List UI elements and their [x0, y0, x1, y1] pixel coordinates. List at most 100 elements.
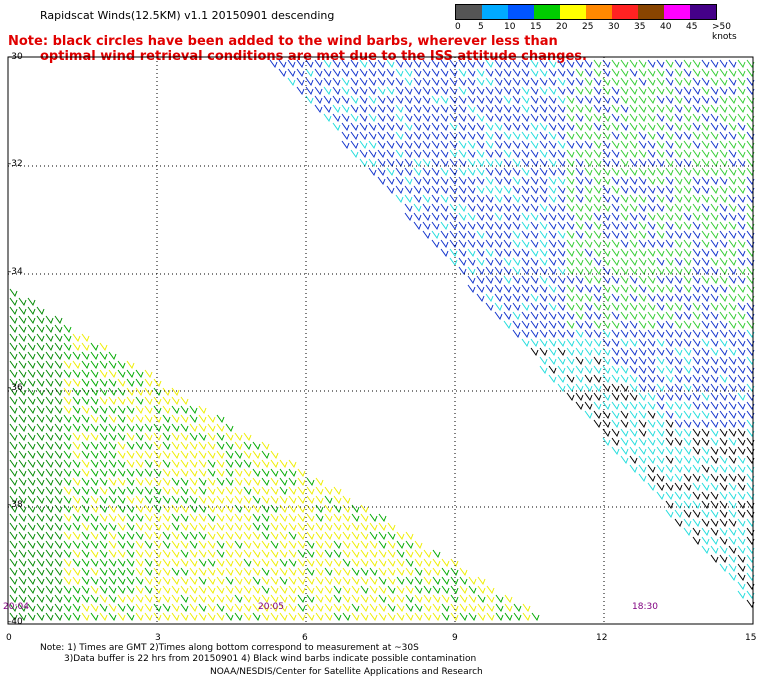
wind-barb [495, 594, 504, 604]
wind-barb [126, 495, 135, 505]
wind-barb [243, 468, 252, 478]
wind-barb [404, 131, 413, 141]
wind-barb [710, 356, 719, 366]
wind-barb [243, 576, 252, 586]
wind-barb [458, 212, 467, 222]
wind-barb [683, 176, 692, 186]
wind-barb [530, 185, 539, 195]
wind-barb [593, 176, 602, 186]
wind-barb [701, 320, 710, 330]
wind-barb [90, 558, 99, 568]
wind-barb [584, 239, 593, 249]
wind-barb [36, 495, 45, 505]
wind-barb [72, 576, 81, 586]
wind-barb [728, 536, 737, 546]
wind-barb [189, 594, 198, 604]
wind-barb [135, 369, 144, 379]
wind-barb [647, 419, 656, 429]
wind-barb [72, 468, 81, 478]
wind-barb [386, 185, 395, 195]
wind-barb [620, 410, 629, 420]
wind-barb [548, 365, 557, 375]
wind-barb [207, 576, 216, 586]
wind-barb [288, 612, 297, 622]
wind-barb [557, 176, 566, 186]
wind-barb [638, 122, 647, 132]
wind-barb [144, 495, 153, 505]
wind-barb [252, 504, 261, 514]
wind-barb [9, 468, 18, 478]
wind-barb [719, 347, 728, 357]
wind-barb [216, 594, 225, 604]
wind-barb [548, 320, 557, 330]
wind-barb [458, 257, 467, 267]
wind-barb [728, 446, 737, 456]
wind-barb [270, 486, 279, 496]
wind-barb [449, 86, 458, 96]
wind-barb [261, 585, 270, 595]
wind-barb [261, 504, 270, 514]
wind-barb [63, 387, 72, 397]
wind-barb [683, 320, 692, 330]
wind-barb [45, 594, 54, 604]
wind-barb [512, 203, 521, 213]
wind-barb [387, 549, 396, 559]
wind-barb [728, 95, 737, 105]
wind-barb [81, 405, 90, 415]
wind-barb [422, 158, 431, 168]
wind-barb [395, 86, 404, 96]
wind-barb [629, 428, 638, 438]
wind-barb [135, 576, 144, 586]
wind-barb [701, 410, 710, 420]
wind-barb [719, 95, 728, 105]
wind-barb [674, 203, 683, 213]
wind-barb [189, 576, 198, 586]
wind-barb [584, 320, 593, 330]
wind-barb [557, 59, 566, 69]
wind-barb [683, 527, 692, 537]
wind-barb [108, 396, 117, 406]
wind-barb [180, 594, 189, 604]
wind-barb [584, 392, 593, 402]
wind-barb [449, 68, 458, 78]
wind-barb [279, 540, 288, 550]
wind-barb [701, 338, 710, 348]
wind-barb [674, 212, 683, 222]
wind-barb [737, 473, 746, 483]
wind-barb [332, 86, 341, 96]
wind-barb [359, 86, 368, 96]
wind-barb [288, 603, 297, 613]
wind-barb [54, 351, 63, 361]
wind-barb [620, 455, 629, 465]
wind-barb [467, 248, 476, 258]
wind-barb [602, 419, 611, 429]
wind-barb [719, 176, 728, 186]
wind-barb [36, 594, 45, 604]
wind-barb [665, 167, 674, 177]
wind-barb [575, 284, 584, 294]
wind-barb [441, 567, 450, 577]
scale-color-swatch [560, 5, 586, 19]
wind-barb [9, 504, 18, 514]
wind-barb [27, 585, 36, 595]
wind-barb [207, 612, 216, 622]
wind-barb [665, 383, 674, 393]
wind-barb [333, 513, 342, 523]
wind-barb [485, 149, 494, 159]
wind-barb [458, 140, 467, 150]
wind-barb [279, 549, 288, 559]
wind-barb [396, 540, 405, 550]
wind-barb [63, 576, 72, 586]
wind-barb [701, 104, 710, 114]
wind-barb [18, 432, 27, 442]
wind-barb [431, 239, 440, 249]
wind-barb [297, 477, 306, 487]
wind-barb [351, 531, 360, 541]
wind-barb [323, 113, 332, 123]
wind-barb [710, 104, 719, 114]
wind-barb [611, 437, 620, 447]
wind-barb [225, 576, 234, 586]
wind-barb [539, 284, 548, 294]
wind-barb [683, 446, 692, 456]
